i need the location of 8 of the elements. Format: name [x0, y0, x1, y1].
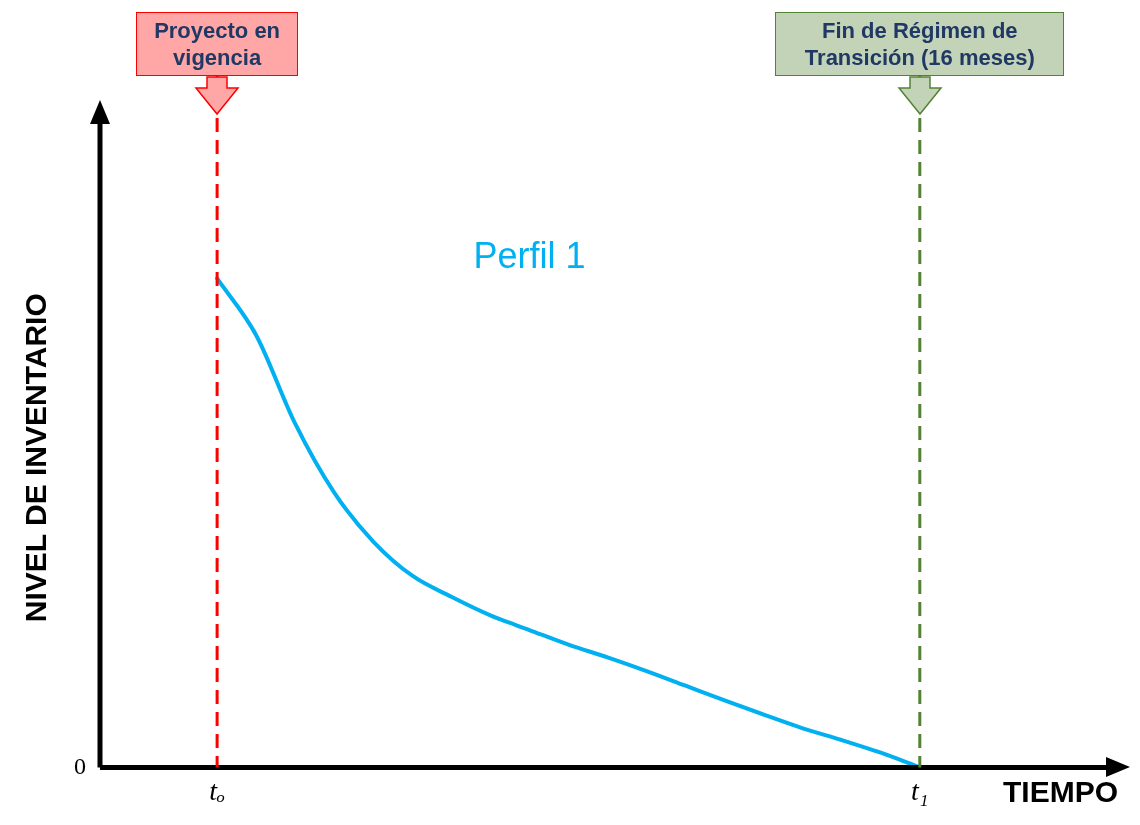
x-axis-title: TIEMPO: [1002, 774, 1118, 808]
y-axis-title: NIVEL DE INVENTARIO: [19, 293, 53, 623]
x-tick-label: tₒ: [209, 774, 226, 806]
text: Perfil 1: [473, 235, 586, 277]
text: 0: [74, 752, 86, 779]
ref-line-label: Fin de Régimen de Transición (16 meses): [775, 12, 1065, 76]
ref-line-label: Proyecto en vigencia: [136, 12, 299, 76]
x-tick-label: t₁: [911, 774, 929, 806]
